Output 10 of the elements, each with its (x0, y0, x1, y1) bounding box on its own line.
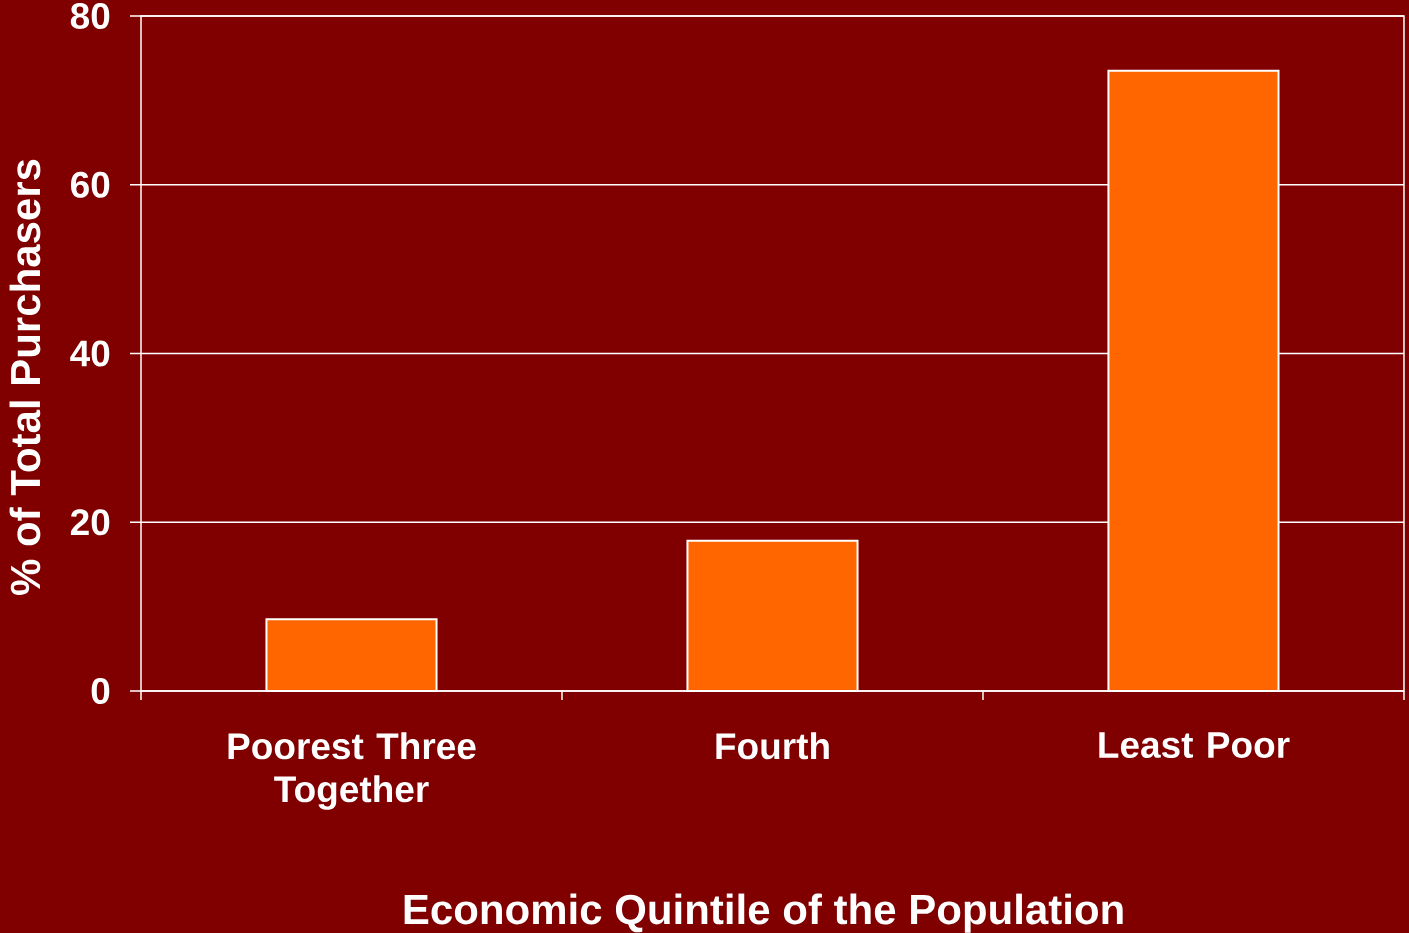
y-tick-label: 0 (91, 677, 110, 705)
x-axis-title: Economic Quintile of the Population (404, 893, 1123, 933)
x-tick-label: Least Poor (1099, 732, 1290, 758)
y-tick-label: 40 (70, 340, 110, 367)
y-tick-label: 80 (70, 2, 110, 30)
y-tick-label: 20 (70, 509, 110, 536)
y-axis-title: % of Total Purchasers (9, 159, 41, 595)
x-tick-label: Fourth (716, 732, 829, 760)
x-tick-label: Poorest Three Together (228, 732, 476, 810)
y-tick-label: 60 (71, 171, 110, 198)
